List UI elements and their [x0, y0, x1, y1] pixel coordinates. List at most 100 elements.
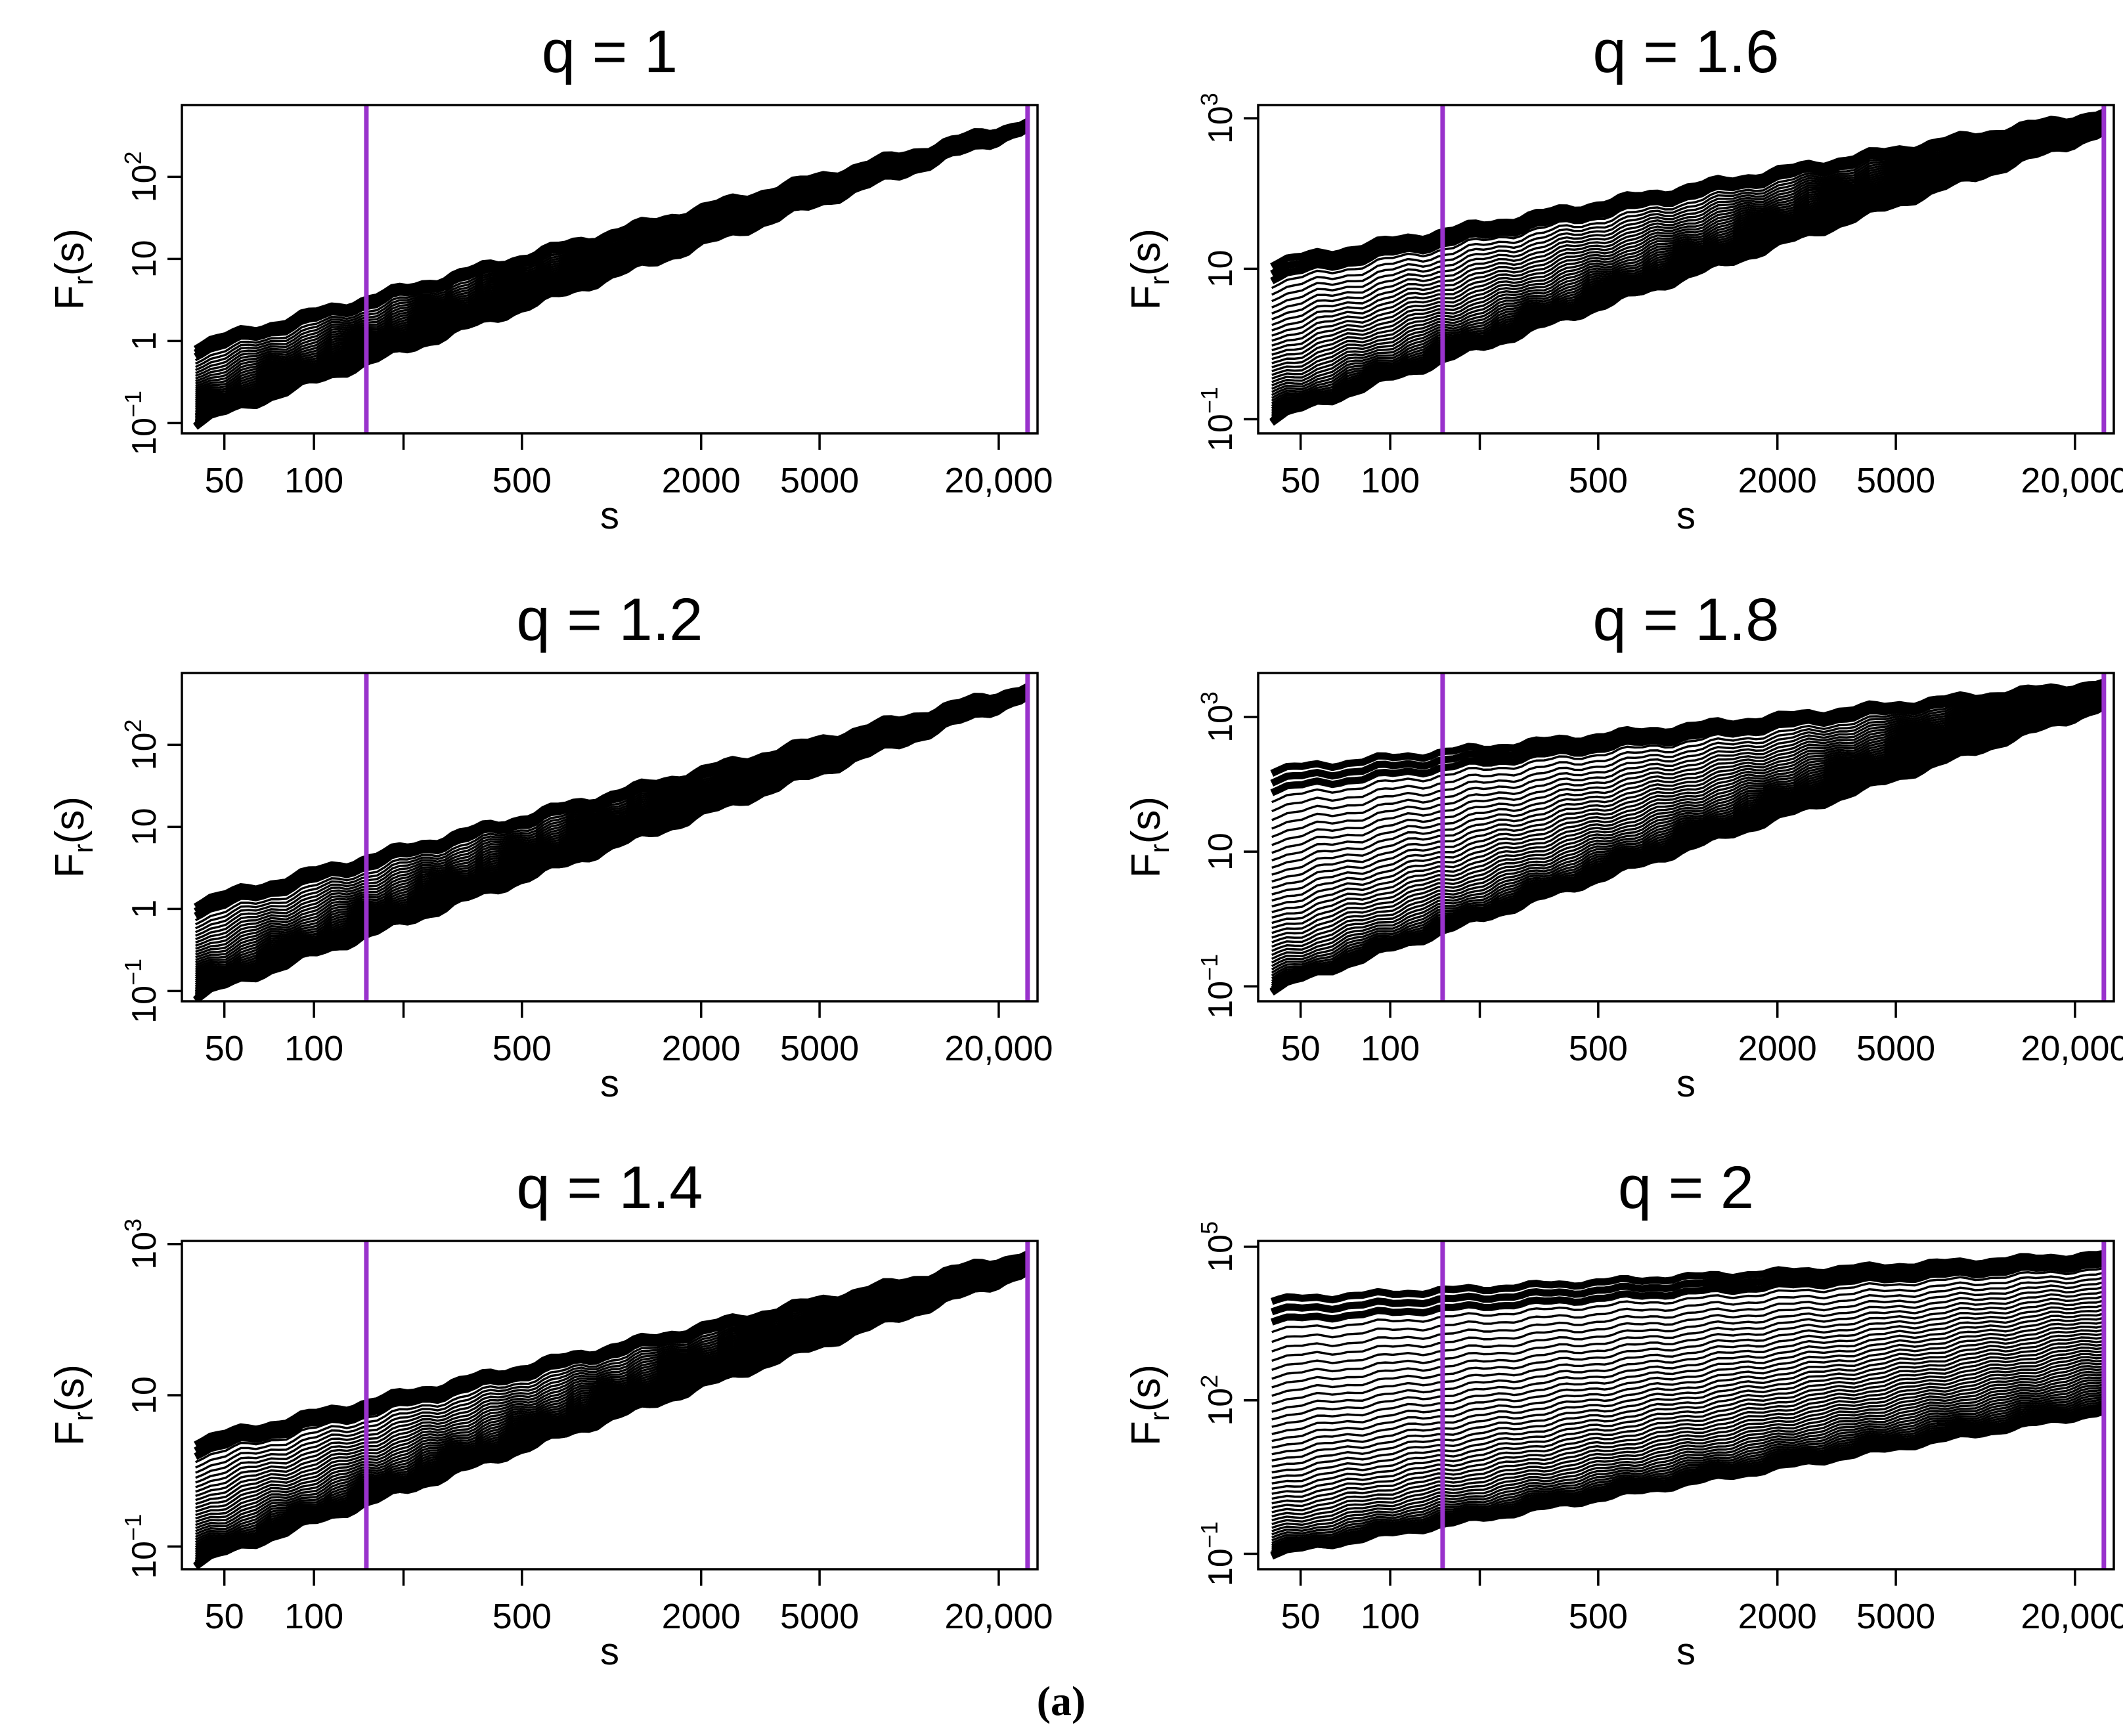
y-tick-label: 103 [120, 1219, 164, 1270]
series-line [1271, 689, 2105, 861]
y-tick-label: 103 [1196, 93, 1240, 144]
series-line [1271, 115, 2105, 303]
series-line [1271, 1353, 2105, 1490]
series-line [195, 691, 1028, 947]
series-line [1271, 1383, 2105, 1536]
x-axis-label: s [1676, 494, 1696, 537]
series-line [1271, 118, 2105, 320]
series-line [195, 1263, 1028, 1527]
series-line [1271, 1276, 2105, 1353]
x-tick-label: 500 [492, 1597, 552, 1636]
panel-q1-6: q = 1.6 50 100 500 2000 5000 20,000 s 10−1 10 103 F… [1124, 18, 2123, 537]
series-line [1271, 1364, 2104, 1509]
x-axis-label: s [1676, 1630, 1696, 1673]
series-line [1271, 1313, 2105, 1421]
series-line [1271, 1299, 2105, 1397]
series-line [1270, 678, 2105, 777]
series-line [1271, 695, 2105, 919]
series-line [1271, 123, 2105, 368]
series-line [1271, 693, 2105, 902]
x-tick-label: 2000 [662, 1597, 741, 1636]
series-line [1271, 1271, 2105, 1343]
series-line [1271, 1267, 2105, 1334]
plot-frame [1257, 672, 2115, 1003]
x-tick-label: 5000 [780, 1597, 859, 1636]
panel-title: q = 1.4 [517, 1154, 703, 1221]
series-line [195, 1263, 1028, 1517]
series-line [1271, 1249, 2105, 1305]
series-line [1271, 121, 2105, 347]
series-line [1271, 1397, 2105, 1551]
series-line [194, 1250, 1030, 1448]
series-line [195, 1263, 1028, 1520]
x-axis-label: s [1676, 1062, 1696, 1105]
series-line [1271, 120, 2105, 342]
series-line [1271, 1320, 2105, 1435]
series-line [1271, 122, 2105, 364]
panel-title: q = 1.2 [517, 586, 703, 653]
series-line [1270, 1255, 2105, 1316]
y-axis-label: Fr(s) [47, 228, 98, 310]
series-line [1271, 695, 2105, 913]
series-line [195, 1257, 1028, 1474]
x-tick-label: 50 [205, 1597, 244, 1636]
x-tick-label: 100 [284, 1029, 343, 1068]
x-tick-label: 2000 [662, 461, 741, 500]
y-tick-label: 10 [125, 1376, 164, 1414]
series-line [1271, 1324, 2105, 1443]
series-line [1271, 123, 2105, 380]
x-tick-label: 20,000 [2021, 1029, 2123, 1068]
plot-frame [1257, 1240, 2115, 1571]
series-line [195, 1261, 1028, 1497]
y-tick-label: 10−1 [1196, 387, 1240, 452]
series-line [1271, 694, 2105, 908]
series-line [1271, 1290, 2105, 1380]
series-line [1271, 697, 2105, 939]
x-tick-label: 500 [492, 461, 552, 500]
series-line [1271, 122, 2105, 360]
plot-area [193, 683, 1030, 1001]
series-line [1271, 1388, 2105, 1542]
x-tick-label: 500 [1569, 1029, 1628, 1068]
series-line [1271, 1391, 2105, 1544]
series-line [1271, 695, 2105, 924]
series-line [1271, 1343, 2105, 1474]
x-axis-label: s [600, 1062, 619, 1105]
x-tick-label: 5000 [1856, 1597, 1935, 1636]
x-tick-label: 50 [1281, 461, 1321, 500]
plot-area [193, 118, 1030, 430]
x-tick-label: 20,000 [2021, 461, 2123, 500]
series-line [1271, 1346, 2105, 1479]
series-line [1271, 1376, 2105, 1525]
x-axis-label: s [600, 494, 619, 537]
series-line [1271, 123, 2105, 372]
series-line [1271, 123, 2105, 376]
plot-frame [181, 1240, 1039, 1571]
series-line [195, 1257, 1028, 1479]
y-tick-label: 102 [1196, 1375, 1240, 1426]
series-line [1271, 696, 2105, 930]
x-tick-label: 5000 [1856, 461, 1935, 500]
series-line [1271, 697, 2105, 957]
series-line [1271, 697, 2105, 960]
panel-q1-2: q = 1.2 50 100 500 2000 5000 20,000 s 10−1 1 10 102… [47, 586, 1053, 1105]
panel-title: q = 1 [542, 18, 678, 85]
series-line [1271, 691, 2105, 876]
x-tick-label: 50 [205, 461, 244, 500]
y-tick-label: 1 [125, 900, 164, 919]
series-line [1271, 1395, 2105, 1549]
series-line [1271, 686, 2105, 830]
series-line [195, 1259, 1028, 1488]
series-line [1271, 1339, 2105, 1468]
series-line [1271, 1386, 2105, 1539]
series-line [1271, 1399, 2105, 1553]
series-line [1271, 1295, 2105, 1389]
y-tick-label: 1 [125, 332, 164, 351]
series-line [1271, 696, 2105, 934]
panels-group: q = 1 50 100 500 2000 5000 20,000 s 10−1 1 10 102 Fr… [47, 18, 2123, 1673]
x-tick-label: 100 [284, 1597, 343, 1636]
y-tick-label: 102 [120, 151, 164, 202]
series-line [1271, 1374, 2104, 1522]
x-tick-label: 2000 [1738, 1597, 1817, 1636]
